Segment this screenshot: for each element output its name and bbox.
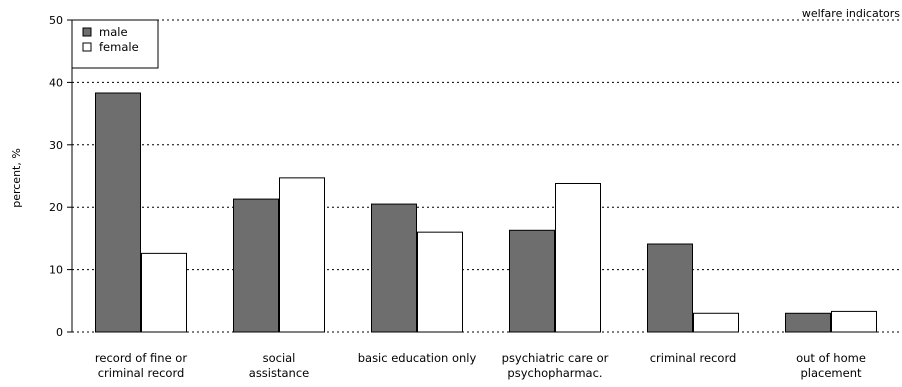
x-category-label: record of fine or	[95, 351, 187, 365]
legend-label-male: male	[99, 25, 128, 39]
bar-female	[279, 177, 325, 333]
y-tick-label: 30	[49, 139, 63, 152]
legend-label-female: female	[99, 40, 139, 54]
x-category-label: out of home	[796, 351, 866, 365]
legend-swatch-female	[82, 42, 92, 52]
y-tick-label: 20	[49, 201, 63, 214]
bar-male	[233, 198, 279, 333]
chart-title: welfare indicators	[802, 7, 900, 20]
y-axis-label: percent, %	[10, 148, 23, 208]
x-category-label: placement	[800, 366, 862, 380]
y-tick-label: 0	[56, 326, 63, 339]
x-category-label: social	[263, 351, 296, 365]
bar-male	[647, 243, 693, 333]
bar-female	[831, 310, 877, 333]
x-category-label: psychiatric care or	[502, 351, 609, 365]
axes: 0 10 20 30 40 50	[49, 14, 900, 339]
bar-male	[371, 203, 417, 333]
x-category-label: psychopharmac.	[507, 366, 602, 380]
gridlines	[72, 19, 900, 271]
bar-female	[555, 182, 601, 333]
y-tick-label: 50	[49, 14, 63, 27]
bar-female	[417, 231, 463, 333]
bar-male	[785, 312, 831, 333]
y-tick-label: 40	[49, 76, 63, 89]
bar-female	[141, 252, 187, 333]
y-tick-label: 10	[49, 264, 63, 277]
bars	[95, 92, 877, 333]
x-category-label: criminal record	[650, 351, 737, 365]
bar-male	[95, 92, 141, 333]
bar-male	[509, 229, 555, 333]
bar-female	[693, 312, 739, 333]
x-category-label: criminal record	[98, 366, 185, 380]
legend-swatch-male	[82, 27, 92, 37]
x-category-label: basic education only	[358, 351, 477, 365]
x-category-label: assistance	[249, 366, 309, 380]
